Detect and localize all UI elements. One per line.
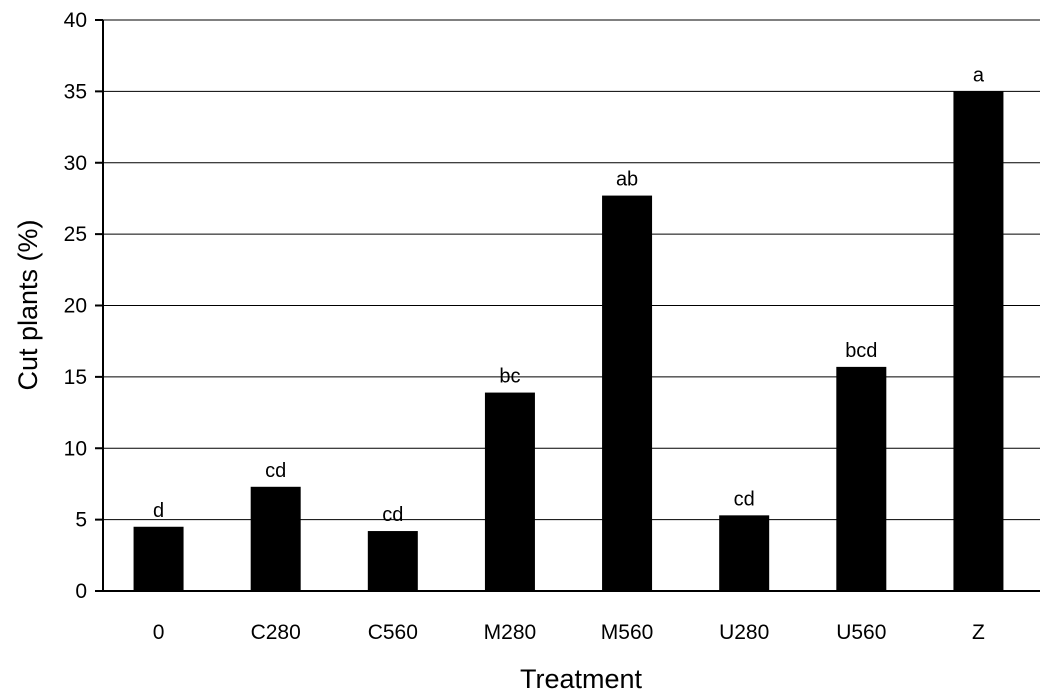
bar-annotation-0: d [153,500,164,522]
bar-M560 [602,195,653,591]
bar-annotation-Z: a [973,64,985,86]
y-tick-label-30: 30 [64,152,87,175]
x-axis-categories: 0 C280 C560 M280 M560 U280 U560 Z [153,621,985,644]
x-category-label-C560: C560 [368,621,418,644]
y-axis-title: Cut plants (%) [13,219,43,390]
x-category-label-0: 0 [153,621,165,644]
y-tick-label-10: 10 [64,437,87,460]
x-category-label-C280: C280 [251,621,301,644]
bar-annotation-M560: ab [616,169,638,191]
x-category-label-U280: U280 [719,621,769,644]
bar-annotation-C280: cd [265,460,286,482]
y-tick-label-5: 5 [75,509,87,532]
y-tick-label-35: 35 [64,80,87,103]
bar-Z [953,91,1004,591]
bar-annotation-U280: cd [734,488,755,510]
bar-C560 [367,531,418,591]
bar-annotation-U560: bcd [845,340,877,362]
x-category-label-U560: U560 [836,621,886,644]
bar-annotation-C560: cd [382,504,403,526]
bar-annotation-M280: bc [499,366,520,388]
x-category-label-Z: Z [972,621,985,644]
y-tick-label-40: 40 [64,9,87,32]
y-axis-ticks: 0 5 10 15 20 25 30 35 40 [64,9,103,603]
x-axis-title: Treatment [520,664,643,693]
bar-U280 [719,515,770,591]
y-tick-label-25: 25 [64,223,87,246]
x-category-label-M560: M560 [601,621,654,644]
bar-M280 [484,392,535,591]
bar-0 [133,526,184,591]
bar-U560 [836,366,887,591]
bar-annotations: d cd cd bc ab cd bcd a [153,64,985,526]
x-category-label-M280: M280 [484,621,537,644]
y-tick-label-20: 20 [64,295,87,318]
y-tick-label-0: 0 [75,580,87,603]
y-tick-label-15: 15 [64,366,87,389]
gridlines [103,19,1040,521]
bars [133,91,1004,591]
bar-C280 [250,486,301,591]
